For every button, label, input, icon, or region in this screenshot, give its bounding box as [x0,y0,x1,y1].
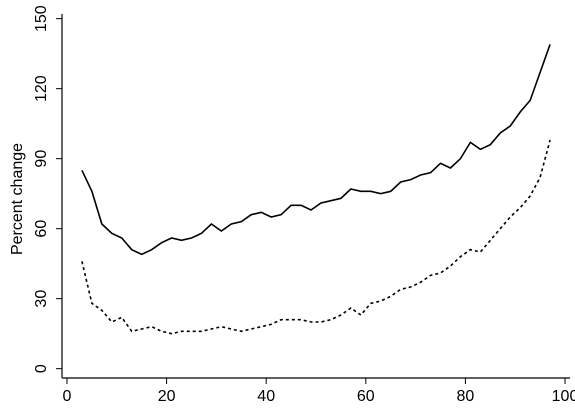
x-tick-label: 40 [257,388,275,405]
y-tick-label: 150 [33,5,50,32]
data-line [81,44,551,256]
y-tick-label: 0 [33,364,50,373]
x-tick-label: 80 [457,388,475,405]
y-tick-label: 90 [33,150,50,168]
y-axis-title: Percent change [9,143,26,255]
x-tick-label: 60 [357,388,375,405]
x-tick-label: 20 [158,388,176,405]
y-tick-label: 30 [33,290,50,308]
data-line [81,139,551,335]
y-tick-label: 120 [33,75,50,102]
y-tick-label: 60 [33,220,50,238]
x-tick-label: 100 [552,388,575,405]
x-tick-label: 0 [63,388,72,405]
